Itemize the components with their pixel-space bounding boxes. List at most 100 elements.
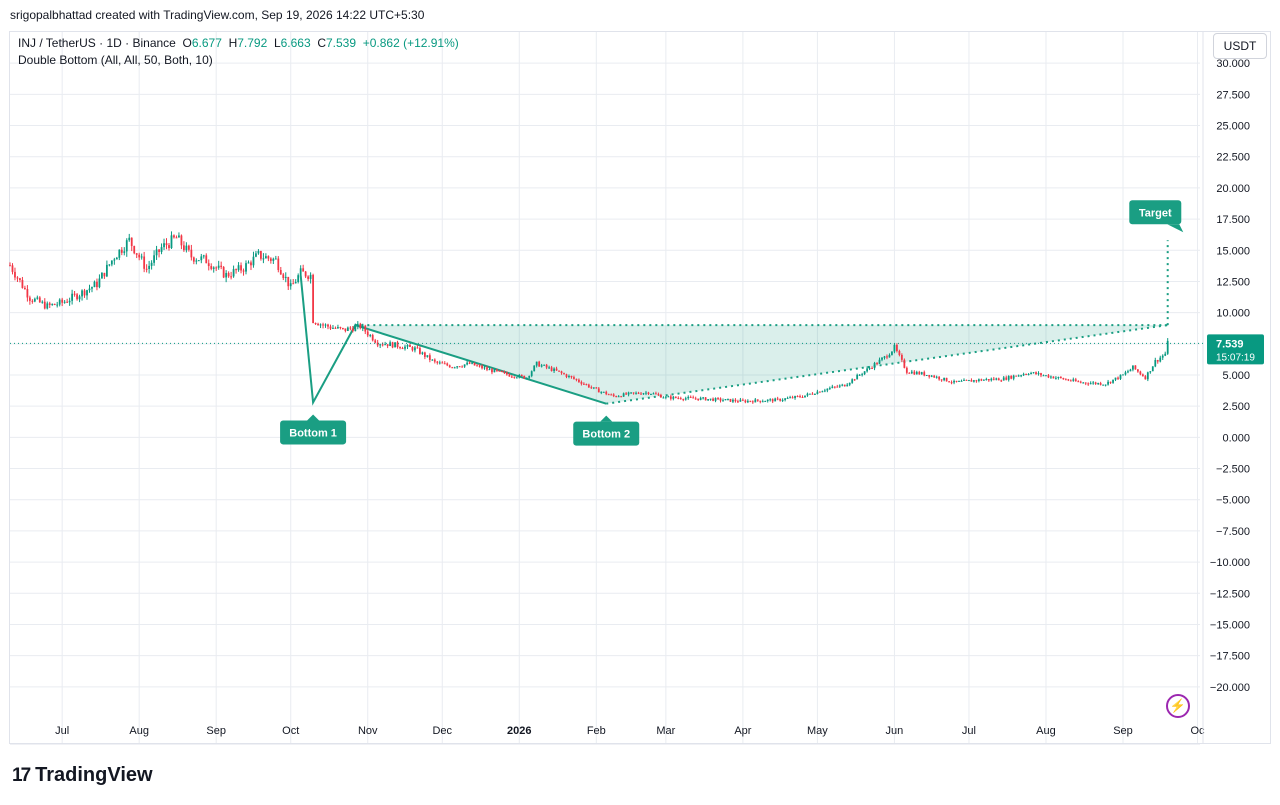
candle-body <box>140 256 143 258</box>
candle-body <box>419 348 421 354</box>
x-tick-label: Jul <box>55 725 69 737</box>
candle-body <box>508 374 511 377</box>
candle-body <box>279 269 282 275</box>
candle-body <box>1136 369 1139 372</box>
candle-body <box>799 396 801 398</box>
candle-body <box>379 344 382 346</box>
candle-body <box>19 278 21 280</box>
candle-body <box>63 301 66 303</box>
candle-body <box>1050 376 1052 378</box>
candle-body <box>1146 372 1149 380</box>
candle-body <box>260 251 262 259</box>
candle-body <box>881 357 883 360</box>
candle-body <box>888 354 891 358</box>
candle-body <box>655 393 657 395</box>
candle-body <box>43 301 46 309</box>
candle-body <box>754 399 757 403</box>
candle-body <box>399 347 401 349</box>
lightning-icon[interactable]: ⚡ <box>1166 694 1190 718</box>
candle-body <box>364 326 367 332</box>
candle-body <box>163 243 165 248</box>
candle-body <box>525 377 528 379</box>
candles <box>9 231 1169 404</box>
candle-body <box>744 400 747 403</box>
candle-body <box>602 391 605 393</box>
candle-body <box>483 367 486 369</box>
candle-body <box>473 362 476 366</box>
candle-body <box>150 262 153 266</box>
candle-body <box>719 398 722 401</box>
candle-body <box>401 348 404 350</box>
candle-body <box>672 396 675 399</box>
candle-body <box>396 342 399 348</box>
x-tick-label: Nov <box>358 725 378 737</box>
candle-body <box>446 363 449 366</box>
candle-body <box>771 399 774 402</box>
candle-body <box>625 393 628 395</box>
y-tick-label: −15.000 <box>1210 619 1250 631</box>
x-tick-label: Dec <box>432 725 452 737</box>
candle-body <box>843 384 846 387</box>
candle-body <box>498 370 501 372</box>
candle-body <box>1040 373 1042 376</box>
candle-body <box>1069 380 1072 382</box>
candle-body <box>575 378 578 380</box>
candle-body <box>692 397 695 399</box>
candle-body <box>488 369 491 371</box>
candle-body <box>903 359 906 368</box>
candle-body <box>282 274 285 279</box>
candle-body <box>493 369 496 373</box>
candle-body <box>863 371 866 375</box>
candle-body <box>421 352 424 354</box>
indicator-label[interactable]: Double Bottom (All, All, 50, Both, 10) <box>18 53 213 67</box>
candle-body <box>1122 374 1124 376</box>
candle-body <box>1097 383 1100 385</box>
candle-body <box>702 397 705 399</box>
y-tick-label: 30.000 <box>1216 58 1250 70</box>
candle-body <box>200 256 203 261</box>
candle-body <box>637 392 640 394</box>
pattern-label-pointer <box>307 414 320 421</box>
candle-body <box>548 367 551 369</box>
candle-body <box>324 324 327 326</box>
y-tick-label: 20.000 <box>1216 183 1250 195</box>
candle-body <box>165 243 168 246</box>
candle-body <box>943 377 946 381</box>
currency-button[interactable]: USDT <box>1213 33 1267 59</box>
projection-line <box>606 324 1168 405</box>
symbol-label: INJ / TetherUS · 1D · Binance <box>18 36 176 50</box>
candle-body <box>910 371 913 374</box>
candle-body <box>252 256 255 266</box>
candle-body <box>595 387 598 389</box>
candle-body <box>585 384 588 386</box>
candle-body <box>349 327 352 329</box>
candle-body <box>1112 379 1114 383</box>
candle-body <box>135 253 138 255</box>
candle-body <box>98 278 101 288</box>
candle-body <box>423 352 426 357</box>
candle-body <box>466 362 469 365</box>
candle-body <box>1151 366 1154 372</box>
candle-body <box>1074 379 1077 382</box>
candle-body <box>31 300 34 302</box>
candle-body <box>786 397 789 399</box>
candle-body <box>93 281 96 288</box>
candle-body <box>456 366 459 368</box>
change-value: +0.862 (+12.91%) <box>362 36 459 50</box>
candle-body <box>1124 372 1127 375</box>
candle-body <box>1027 374 1030 376</box>
candle-body <box>965 379 968 381</box>
candle-body <box>1045 375 1047 377</box>
candle-body <box>645 392 647 394</box>
candle-body <box>523 375 526 379</box>
candle-body <box>724 399 727 401</box>
candle-body <box>1035 372 1037 375</box>
candle-body <box>679 398 682 400</box>
candle-body <box>811 393 814 395</box>
y-tick-label: 2.500 <box>1222 401 1250 413</box>
candle-body <box>677 397 680 399</box>
candle-body <box>192 257 195 262</box>
candle-body <box>448 365 451 368</box>
candle-body <box>739 399 742 402</box>
